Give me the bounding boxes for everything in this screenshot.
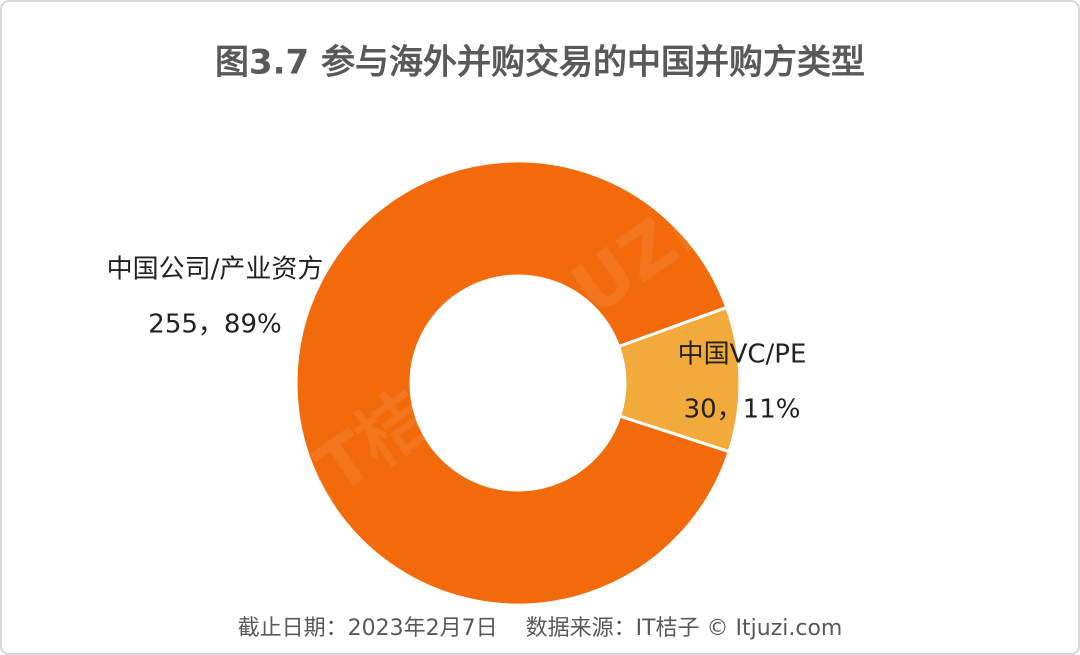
donut-slice <box>294 159 732 607</box>
donut-slice <box>616 305 742 454</box>
value-label: 255，89% <box>148 310 281 340</box>
category-label: 中国VC/PE <box>678 340 807 370</box>
chart-title: 图3.7 参与海外并购交易的中国并购方类型 <box>215 43 865 83</box>
footer: 截止日期：2023年2月7日 数据来源：IT桔子 © Itjuzi.com <box>238 616 843 641</box>
donut <box>294 159 742 607</box>
value-label: 30，11% <box>684 395 801 425</box>
category-label: 中国公司/产业资方 <box>107 255 324 285</box>
